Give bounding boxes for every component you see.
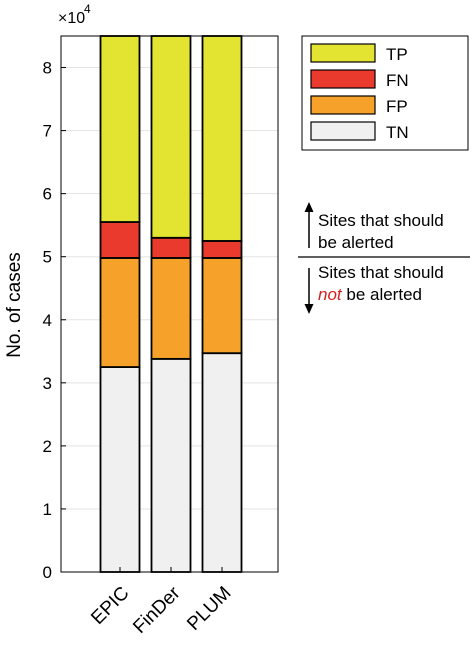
legend-swatch-tp — [310, 43, 376, 63]
bars — [99, 35, 243, 573]
y-tick-label: 4 — [43, 311, 52, 330]
bar-segment-fp-epic — [99, 257, 141, 368]
upper-annotation-line2: be alerted — [318, 233, 394, 252]
y-tick-label: 7 — [43, 122, 52, 141]
axes-box — [60, 35, 279, 573]
y-multiplier-exponent: 4 — [84, 2, 91, 16]
y-tick-label: 1 — [43, 500, 52, 519]
bar-segment-fn-epic — [99, 221, 141, 259]
legend: TP FN FP TN — [301, 35, 469, 151]
bar-segment-fp-plum — [201, 257, 243, 355]
bar-segment-tn-epic — [99, 366, 141, 573]
y-tick-label: 2 — [43, 437, 52, 456]
x-tick-label: FinDer — [129, 582, 185, 638]
bar-segment-tn-plum — [201, 352, 243, 573]
bar-segment-fp-finder — [150, 257, 192, 360]
legend-label-tp: TP — [386, 45, 408, 64]
bar-segment-tn-finder — [150, 357, 192, 573]
legend-label-fn: FN — [386, 71, 409, 90]
legend-swatch-fn — [310, 69, 376, 89]
y-axis-ticks: 0 1 2 3 4 5 6 7 8 — [43, 59, 66, 582]
alert-annotation: Sites that should be alerted Sites that … — [298, 202, 470, 314]
bar-segment-tp-plum — [201, 35, 243, 242]
lower-annotation-rest: be alerted — [342, 285, 422, 304]
bar-segment-fn-plum — [201, 240, 243, 259]
y-tick-label: 3 — [43, 374, 52, 393]
legend-label-tn: TN — [386, 123, 409, 142]
upper-annotation-line1: Sites that should — [318, 211, 444, 230]
lower-annotation-line1: Sites that should — [318, 263, 444, 282]
up-arrow-head — [304, 202, 314, 212]
x-tick-label: EPIC — [87, 583, 133, 629]
bar-segment-tp-finder — [150, 35, 192, 239]
y-tick-label: 0 — [43, 563, 52, 582]
y-axis-label: No. of cases — [4, 252, 25, 358]
legend-swatch-fp — [310, 95, 376, 115]
bar-segment-fn-finder — [150, 236, 192, 259]
down-arrow-head — [304, 304, 314, 314]
y-tick-label: 6 — [43, 185, 52, 204]
y-multiplier-base: ×10 — [58, 10, 85, 27]
lower-annotation-line2: not be alerted — [318, 285, 422, 304]
lower-annotation-not: not — [318, 285, 343, 304]
legend-label-fp: FP — [386, 97, 408, 116]
legend-swatch-tn — [310, 121, 376, 141]
y-tick-label: 5 — [43, 248, 52, 267]
y-tick-label: 8 — [43, 59, 52, 78]
bar-segment-tp-epic — [99, 35, 141, 223]
x-tick-label: PLUM — [183, 583, 235, 635]
